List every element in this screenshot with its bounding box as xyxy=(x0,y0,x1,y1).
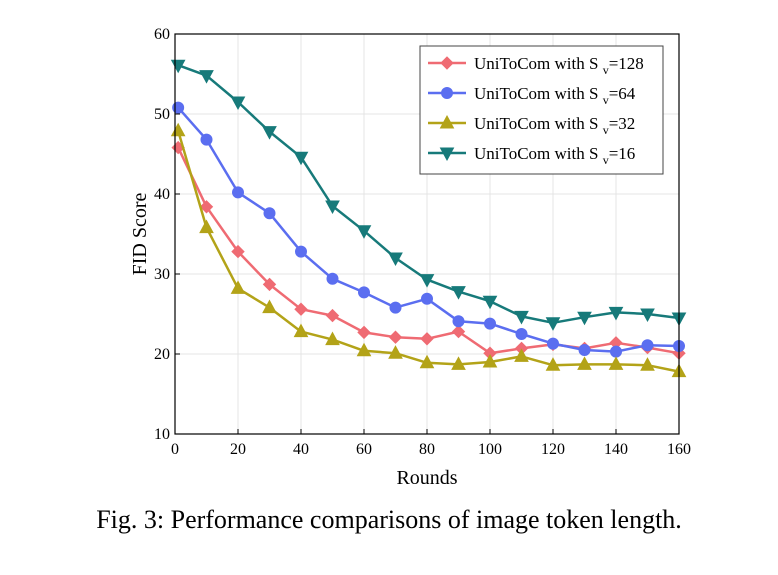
data-point xyxy=(452,315,465,328)
data-point xyxy=(325,308,340,323)
legend-entry: UniToCom with S v=64 xyxy=(428,84,636,107)
data-point xyxy=(325,331,340,346)
x-tick-label: 0 xyxy=(171,441,179,458)
data-point xyxy=(514,348,529,362)
y-axis-label: FID Score xyxy=(129,192,151,275)
data-point xyxy=(482,353,498,368)
x-tick-label: 120 xyxy=(541,441,565,458)
data-point xyxy=(608,356,624,370)
data-point xyxy=(641,339,654,352)
data-point xyxy=(357,325,371,340)
data-point xyxy=(199,200,214,214)
data-point xyxy=(640,357,655,371)
data-point xyxy=(263,207,276,220)
data-point xyxy=(451,286,466,300)
legend-marker xyxy=(440,56,454,70)
x-tick-label: 20 xyxy=(230,441,246,458)
x-tick-label: 80 xyxy=(419,441,435,458)
y-tick-label: 60 xyxy=(154,26,170,43)
legend-entry: UniToCom with S v=16 xyxy=(428,144,635,167)
data-point xyxy=(608,306,624,321)
x-tick-label: 100 xyxy=(478,441,502,458)
data-point xyxy=(231,244,245,259)
data-point xyxy=(199,219,214,234)
data-point xyxy=(545,317,561,331)
x-tick-label: 60 xyxy=(356,441,372,458)
data-point xyxy=(388,330,403,344)
data-point xyxy=(388,345,403,359)
series-line xyxy=(177,147,680,355)
data-point xyxy=(515,328,528,340)
data-point xyxy=(230,280,246,294)
y-tick-label: 30 xyxy=(154,266,170,283)
data-point xyxy=(358,286,370,299)
legend-marker xyxy=(439,147,455,162)
data-point xyxy=(325,200,340,215)
legend-marker xyxy=(441,87,453,99)
data-point xyxy=(578,344,591,356)
data-point xyxy=(421,292,433,305)
data-point xyxy=(232,186,244,199)
legend-label: UniToCom with S v=16 xyxy=(474,144,635,167)
x-tick-label: 140 xyxy=(604,441,628,458)
data-point xyxy=(640,308,655,323)
data-point xyxy=(326,272,339,285)
legend-entry: UniToCom with S v=32 xyxy=(428,114,635,137)
data-point xyxy=(172,101,185,114)
data-point xyxy=(547,337,559,350)
data-point xyxy=(200,133,213,146)
data-point xyxy=(199,70,214,84)
data-point xyxy=(545,357,561,371)
data-point xyxy=(451,356,466,370)
data-point xyxy=(482,295,498,310)
series-32 xyxy=(170,122,687,378)
data-point xyxy=(356,342,372,357)
data-point xyxy=(419,274,435,288)
series-128 xyxy=(171,140,686,360)
axis-ticks: 0 20 40 60 80 100 120 140 160 10 20 30 40 50 60 xyxy=(154,26,691,458)
data-point xyxy=(262,299,277,314)
data-point xyxy=(451,324,466,339)
series-layer xyxy=(170,59,687,378)
data-point xyxy=(293,151,309,166)
data-point xyxy=(389,301,402,314)
figure-caption: Fig. 3: Performance comparisons of image… xyxy=(96,505,682,534)
data-point xyxy=(577,311,592,326)
data-point xyxy=(419,354,435,369)
series-16 xyxy=(170,59,687,331)
data-point xyxy=(262,126,277,140)
data-point xyxy=(293,323,309,338)
data-point xyxy=(514,310,529,325)
series-64 xyxy=(172,101,685,358)
data-point xyxy=(420,332,434,346)
data-point xyxy=(577,356,592,370)
y-tick-label: 50 xyxy=(154,106,170,123)
data-point xyxy=(484,317,496,330)
x-tick-label: 40 xyxy=(293,441,309,458)
legend-label: UniToCom with S v=128 xyxy=(474,54,644,77)
x-tick-label: 160 xyxy=(667,441,691,458)
y-tick-label: 20 xyxy=(154,346,170,363)
x-axis-label: Rounds xyxy=(396,467,457,489)
data-point xyxy=(610,345,622,358)
data-point xyxy=(388,252,403,267)
data-point xyxy=(262,277,277,292)
data-point xyxy=(295,245,307,258)
fid-line-chart: 0 20 40 60 80 100 120 140 160 10 20 30 40 50 60 Rounds… xyxy=(129,26,691,489)
data-point xyxy=(356,225,372,239)
legend-label: UniToCom with S v=32 xyxy=(474,114,635,137)
data-point xyxy=(230,96,246,111)
legend-label: UniToCom with S v=64 xyxy=(474,84,636,107)
legend-entry: UniToCom with S v=128 xyxy=(428,54,644,77)
legend: UniToCom with S v=128 UniToCom with S v=6… xyxy=(419,45,664,175)
y-tick-label: 10 xyxy=(154,426,170,443)
legend-marker xyxy=(439,114,455,129)
data-point xyxy=(294,302,308,316)
data-point xyxy=(170,122,186,137)
y-tick-label: 40 xyxy=(154,186,170,203)
